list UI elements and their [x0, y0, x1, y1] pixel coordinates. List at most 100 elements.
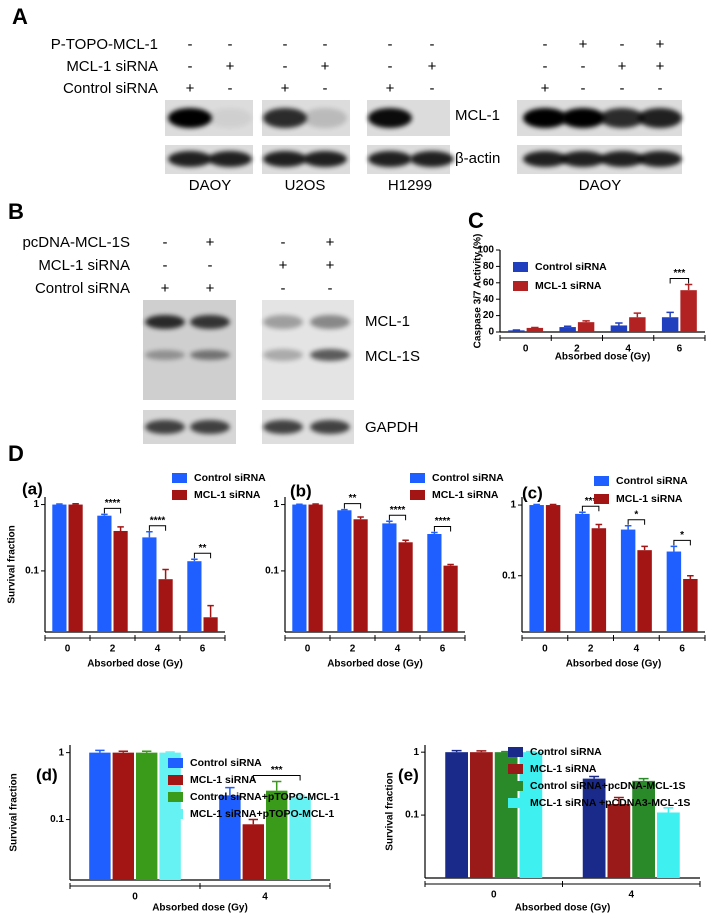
x-tick-label: 6	[677, 344, 683, 355]
bar	[142, 537, 157, 632]
legend-label: MCL-1 siRNA	[530, 763, 597, 775]
bar	[68, 504, 83, 632]
significance-bracket	[433, 525, 452, 532]
significance-label: ****	[435, 516, 451, 527]
blot-band	[190, 420, 230, 434]
y-axis-label: Caspase 3/7 Activity (%)	[473, 234, 484, 349]
significance-label: ****	[105, 498, 121, 509]
y-tick-label: 1	[58, 747, 64, 758]
error-bar	[451, 749, 462, 753]
sign: +	[428, 58, 437, 75]
legend-swatch	[513, 262, 528, 272]
legend-label: Control siRNA	[432, 472, 504, 484]
y-tick-label: 60	[483, 277, 495, 288]
error-bar	[225, 786, 235, 796]
condition-label: pcDNA-MCL-1S	[22, 234, 130, 251]
bar	[427, 533, 442, 632]
significance-label: *	[680, 530, 684, 541]
significance-label: ***	[585, 496, 597, 507]
sign: +	[656, 36, 665, 53]
error-bar	[162, 568, 169, 580]
significance-bracket	[193, 552, 212, 559]
x-tick-label: 2	[588, 644, 594, 655]
error-bar	[101, 513, 108, 516]
significance-bracket	[669, 277, 690, 284]
significance-bracket	[252, 775, 301, 781]
significance-bracket	[673, 539, 691, 546]
sign: -	[581, 80, 586, 97]
error-bar	[447, 563, 454, 566]
bar	[545, 505, 561, 632]
bar	[661, 317, 679, 332]
error-bar	[638, 777, 649, 781]
error-bar	[525, 750, 536, 753]
x-axis-label: Absorbed dose (Gy)	[566, 659, 662, 670]
bar	[112, 752, 134, 880]
bar	[337, 510, 352, 632]
band-label: MCL-1	[455, 107, 500, 124]
cell-line-label: DAOY	[189, 177, 232, 194]
x-tick-label: 0	[523, 344, 529, 355]
legend-label: Control siRNA+pcDNA-MCL-1S	[530, 780, 685, 792]
x-tick-label: 0	[132, 892, 138, 903]
blot-band	[208, 108, 252, 128]
bar	[629, 317, 646, 332]
error-bar	[95, 749, 105, 753]
blot-band	[638, 151, 682, 167]
panel-letter: B	[8, 199, 24, 224]
x-tick-label: 2	[110, 644, 116, 655]
condition-label: P-TOPO-MCL-1	[51, 36, 158, 53]
legend-label: Control siRNA	[190, 757, 262, 769]
panel-letter: C	[468, 208, 484, 233]
bar	[242, 824, 264, 880]
blot-band	[263, 420, 303, 434]
error-bar	[641, 545, 648, 551]
y-tick-label: 1	[510, 500, 516, 511]
bar	[582, 778, 606, 878]
error-bar	[117, 526, 124, 531]
subplot-title: (b)	[290, 481, 312, 500]
condition-label: MCL-1 siRNA	[66, 58, 158, 75]
subplot-title: (e)	[398, 765, 419, 784]
error-bar	[579, 511, 586, 514]
bar	[632, 780, 655, 878]
band-label: β-actin	[455, 150, 500, 167]
x-axis-label: Absorbed dose (Gy)	[515, 903, 611, 914]
error-bar	[386, 520, 393, 524]
bar	[637, 550, 652, 632]
subplot-title: (c)	[522, 483, 543, 502]
blot-band	[263, 349, 303, 361]
y-tick-label: 0.1	[50, 814, 64, 825]
bar	[52, 504, 67, 632]
blot-band	[208, 151, 252, 167]
blot-band	[310, 420, 350, 434]
legend-swatch	[410, 473, 425, 483]
sign: -	[283, 58, 288, 75]
y-axis-label: Survival fraction	[385, 772, 396, 850]
legend-label: Control siRNA	[194, 472, 266, 484]
blot-band	[145, 350, 185, 360]
sign: -	[543, 58, 548, 75]
error-bar	[633, 312, 642, 318]
sign: -	[328, 280, 333, 297]
x-axis-label: Absorbed dose (Gy)	[152, 903, 248, 914]
bar	[158, 579, 173, 632]
blot-band	[303, 108, 347, 128]
error-bar	[165, 751, 175, 753]
sign: -	[430, 36, 435, 53]
error-bar	[295, 794, 305, 797]
significance-label: *	[634, 509, 638, 520]
band-label: MCL-1S	[365, 348, 420, 365]
y-tick-label: 20	[483, 310, 495, 321]
bar	[289, 796, 311, 880]
x-tick-label: 0	[305, 644, 311, 655]
bar	[443, 565, 458, 632]
blot-band	[263, 151, 307, 167]
error-bar	[615, 322, 623, 326]
panel-letter: D	[8, 441, 24, 466]
error-bar	[666, 311, 674, 318]
y-axis-label: Survival fraction	[7, 525, 18, 603]
legend-label: Control siRNA+pTOPO-MCL-1	[190, 791, 340, 803]
bar	[266, 790, 288, 880]
x-tick-label: 0	[542, 644, 548, 655]
